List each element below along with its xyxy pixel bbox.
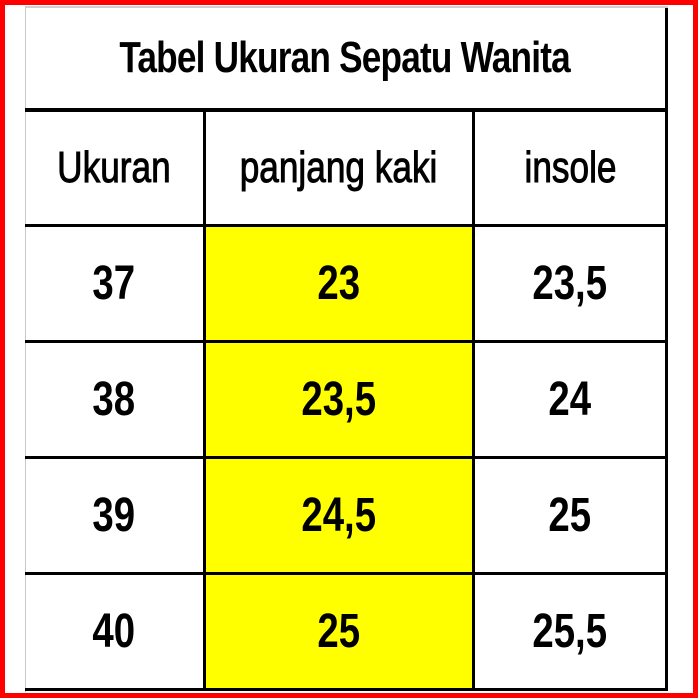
cell-text: 23,5 <box>301 373 377 426</box>
cell-text: 40 <box>92 605 136 658</box>
header-panjang-kaki: panjang kaki <box>204 108 475 227</box>
cell-foot-length: 24,5 <box>204 456 475 575</box>
cell-size: 38 <box>25 340 206 459</box>
shoe-size-table: Tabel Ukuran Sepatu Wanita Ukuran panjan… <box>25 8 668 691</box>
header-ukuran: Ukuran <box>25 108 206 227</box>
table-row: 39 24,5 25 <box>25 456 668 575</box>
title-row: Tabel Ukuran Sepatu Wanita <box>25 8 668 112</box>
table-row: 37 23 23,5 <box>25 224 668 343</box>
cell-text: 38 <box>92 373 136 426</box>
table-row: 38 23,5 24 <box>25 340 668 459</box>
table-title: Tabel Ukuran Sepatu Wanita <box>25 8 668 112</box>
table-title-text: Tabel Ukuran Sepatu Wanita <box>119 33 571 82</box>
cell-text: 23 <box>317 257 361 310</box>
cell-size: 37 <box>25 224 206 343</box>
cell-text: 24 <box>548 373 592 426</box>
header-insole: insole <box>473 108 668 227</box>
cell-size: 40 <box>25 572 206 691</box>
cell-insole: 25 <box>473 456 668 575</box>
cell-insole: 23,5 <box>473 224 668 343</box>
cell-foot-length: 23 <box>204 224 475 343</box>
header-row: Ukuran panjang kaki insole <box>25 108 668 227</box>
cell-insole: 25,5 <box>473 572 668 691</box>
header-text: insole <box>524 143 617 193</box>
cell-text: 25 <box>548 489 592 542</box>
table-row: 40 25 25,5 <box>25 572 668 691</box>
cell-foot-length: 25 <box>204 572 475 691</box>
cell-text: 23,5 <box>532 257 608 310</box>
cell-foot-length: 23,5 <box>204 340 475 459</box>
cell-text: 25,5 <box>532 605 608 658</box>
cell-insole: 24 <box>473 340 668 459</box>
cell-text: 37 <box>92 257 136 310</box>
cell-size: 39 <box>25 456 206 575</box>
cell-text: 39 <box>92 489 136 542</box>
header-text: panjang kaki <box>240 143 438 193</box>
cell-text: 25 <box>317 605 361 658</box>
cell-text: 24,5 <box>301 489 377 542</box>
header-text: Ukuran <box>57 143 171 193</box>
